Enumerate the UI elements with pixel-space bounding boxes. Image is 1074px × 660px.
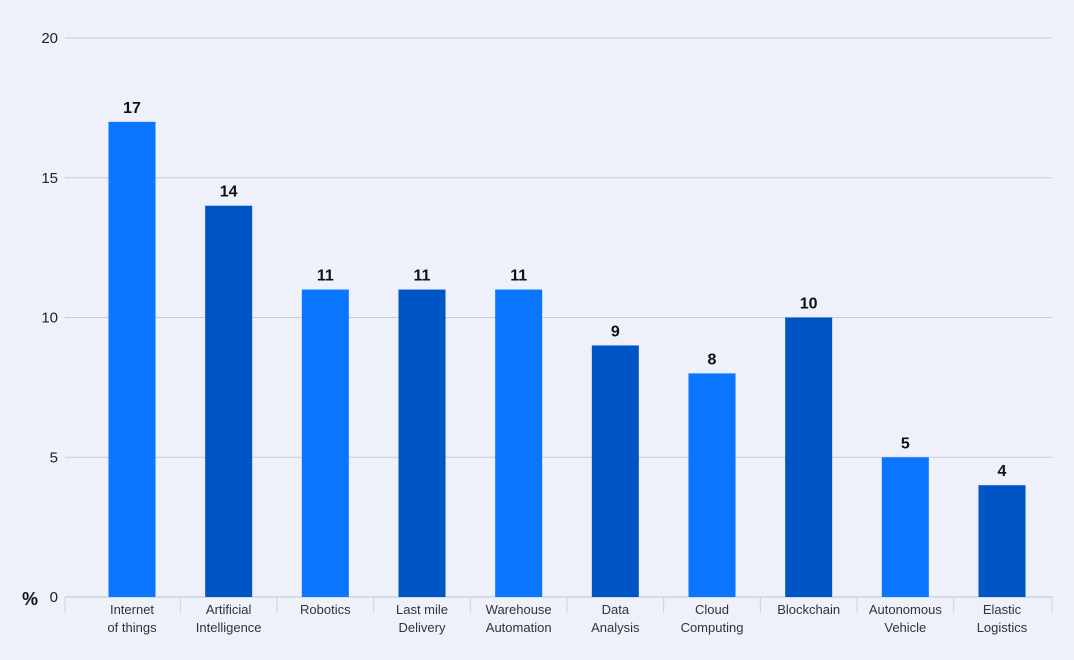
x-tick-label: Autonomous xyxy=(869,602,942,617)
bar xyxy=(881,457,929,597)
data-label: 14 xyxy=(220,184,238,201)
x-tick-label: Vehicle xyxy=(884,620,926,635)
x-tick-label: Intelligence xyxy=(196,620,262,635)
y-axis-label: % xyxy=(22,589,38,609)
bar xyxy=(591,345,639,597)
bar xyxy=(205,205,253,597)
x-tick-label: of things xyxy=(107,620,157,635)
data-label: 4 xyxy=(998,463,1007,480)
y-tick-label: 5 xyxy=(50,449,58,466)
data-label: 5 xyxy=(901,435,910,452)
data-label: 11 xyxy=(510,268,527,285)
bar xyxy=(398,289,446,597)
x-tick-label: Blockchain xyxy=(777,602,840,617)
y-tick-label: 0 xyxy=(50,589,58,606)
bar xyxy=(301,289,349,597)
bar xyxy=(108,121,156,597)
x-tick-label: Cloud xyxy=(695,602,729,617)
bar xyxy=(978,485,1026,597)
y-tick-label: 10 xyxy=(41,310,58,327)
x-tick-label: Delivery xyxy=(399,620,446,635)
bar xyxy=(495,289,543,597)
bar xyxy=(688,373,736,597)
x-tick-label: Artificial xyxy=(206,602,252,617)
data-label: 10 xyxy=(800,296,818,313)
x-tick-label: Logistics xyxy=(977,620,1028,635)
x-tick-label: Analysis xyxy=(591,620,640,635)
x-tick-label: Internet xyxy=(110,602,154,617)
data-label: 11 xyxy=(317,268,334,285)
x-tick-label: Automation xyxy=(486,620,552,635)
data-label: 8 xyxy=(708,351,717,368)
data-label: 11 xyxy=(414,268,431,285)
data-label: 17 xyxy=(123,100,141,117)
x-tick-label: Data xyxy=(602,602,630,617)
x-tick-label: Robotics xyxy=(300,602,351,617)
y-tick-label: 20 xyxy=(41,30,58,47)
bar xyxy=(785,317,833,597)
x-tick-label: Last mile xyxy=(396,602,448,617)
data-label: 9 xyxy=(611,323,620,340)
y-tick-label: 15 xyxy=(41,170,58,187)
x-tick-label: Elastic xyxy=(983,602,1022,617)
x-tick-label: Computing xyxy=(681,620,744,635)
x-tick-label: Warehouse xyxy=(486,602,552,617)
